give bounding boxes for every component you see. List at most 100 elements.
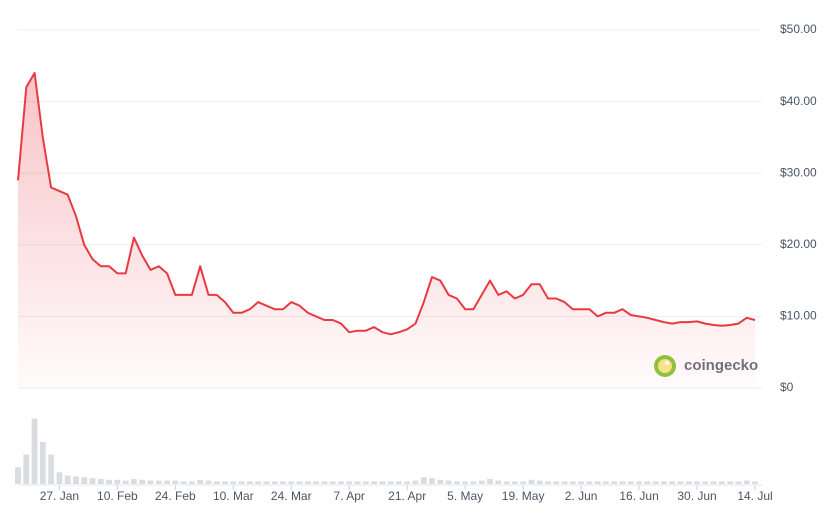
y-tick-label: $30.00 — [780, 165, 817, 179]
volume-bar — [213, 481, 220, 484]
volume-bar — [155, 480, 162, 484]
volume-bar — [147, 480, 154, 484]
volume-bar — [420, 477, 427, 484]
volume-bar — [197, 479, 204, 484]
price-area — [18, 73, 755, 388]
volume-bar — [48, 454, 55, 484]
volume-bar — [280, 481, 286, 484]
x-tick-label: 24. Mar — [271, 489, 312, 503]
x-tick-label: 7. Apr — [334, 489, 365, 503]
volume-bar — [122, 480, 129, 484]
volume-bar — [56, 472, 63, 484]
x-tick-label: 30. Jun — [677, 489, 716, 503]
volume-bar — [396, 481, 402, 484]
volume-bar — [412, 480, 419, 484]
volume-bar — [752, 481, 758, 484]
x-tick-label: 24. Feb — [155, 489, 196, 503]
volume-bar — [288, 481, 295, 484]
y-tick-label: $10.00 — [780, 309, 817, 323]
volume-bar — [578, 481, 584, 484]
volume-bar — [379, 481, 386, 484]
volume-bar — [453, 481, 460, 484]
volume-bar — [586, 481, 593, 484]
volume-bar — [743, 480, 750, 484]
volume-bar — [619, 481, 626, 484]
volume-bar — [114, 479, 121, 484]
volume-bar — [263, 481, 270, 484]
volume-bar — [23, 454, 30, 484]
volume-bar — [73, 476, 79, 484]
volume-bar — [445, 480, 452, 484]
volume-bar — [702, 481, 709, 484]
volume-bar — [222, 481, 228, 484]
x-tick-label: 5. May — [447, 489, 483, 503]
volume-bar — [81, 477, 88, 484]
volume-bar — [462, 481, 469, 484]
volume-bar — [561, 481, 568, 484]
volume-bar — [710, 481, 717, 484]
x-tick-label: 21. Apr — [388, 489, 426, 503]
volume-bar — [735, 481, 742, 484]
volume-bar — [31, 418, 38, 484]
x-tick-label: 16. Jun — [619, 489, 658, 503]
volume-bar — [553, 481, 560, 484]
volume-bar — [387, 481, 394, 484]
volume-bar — [718, 481, 725, 484]
volume-bar — [694, 481, 700, 484]
volume-bar — [106, 479, 112, 484]
volume-bar — [172, 480, 179, 484]
volume-bar — [97, 478, 104, 484]
volume-bar — [594, 481, 601, 484]
volume-bar — [346, 481, 353, 484]
volume-bar — [313, 481, 320, 484]
y-tick-label: $50.00 — [780, 22, 817, 36]
x-tick-label: 19. May — [502, 489, 545, 503]
volume-bar — [321, 481, 328, 484]
x-tick-label: 10. Mar — [213, 489, 254, 503]
volume-bar — [89, 478, 96, 484]
y-tick-label: $0 — [780, 380, 794, 394]
volume-bar — [727, 481, 734, 484]
volume-bar — [362, 481, 369, 484]
volume-bar — [545, 481, 551, 484]
volume-bar — [487, 478, 493, 484]
volume-bar — [64, 475, 71, 484]
volume-bar — [329, 481, 336, 484]
y-tick-label: $20.00 — [780, 237, 817, 251]
x-tick-label: 2. Jun — [565, 489, 598, 503]
volume-bar — [520, 481, 527, 484]
volume-bar — [180, 481, 187, 484]
volume-bar — [536, 480, 543, 484]
volume-bar — [603, 481, 609, 484]
volume-bar — [478, 480, 485, 484]
volume-bar — [677, 481, 684, 484]
x-tick-label: 14. Jul — [737, 489, 772, 503]
volume-bar — [437, 479, 444, 484]
volume-bar — [15, 467, 21, 484]
volume-bar — [131, 478, 137, 484]
x-tick-label: 27. Jan — [40, 489, 79, 503]
price-line — [17, 72, 756, 336]
volume-bar — [304, 481, 311, 484]
volume-bar — [238, 481, 245, 484]
volume-bar — [230, 481, 237, 484]
volume-bar — [627, 481, 634, 484]
volume-bar — [636, 481, 642, 484]
volume-bar — [205, 480, 212, 484]
volume-bar — [503, 481, 510, 484]
volume-bar — [528, 479, 535, 484]
volume-bar — [495, 480, 502, 484]
volume-bar — [371, 481, 377, 484]
y-tick-label: $40.00 — [780, 94, 817, 108]
volume-bar — [271, 481, 278, 484]
volume-bar — [685, 481, 692, 484]
x-tick-label: 10. Feb — [97, 489, 138, 503]
volume-bar — [255, 481, 262, 484]
volume-bar — [404, 481, 411, 484]
volume-bar — [669, 481, 676, 484]
volume-bar — [611, 481, 618, 484]
volume-bar — [246, 481, 253, 484]
volume-bar — [139, 479, 146, 484]
